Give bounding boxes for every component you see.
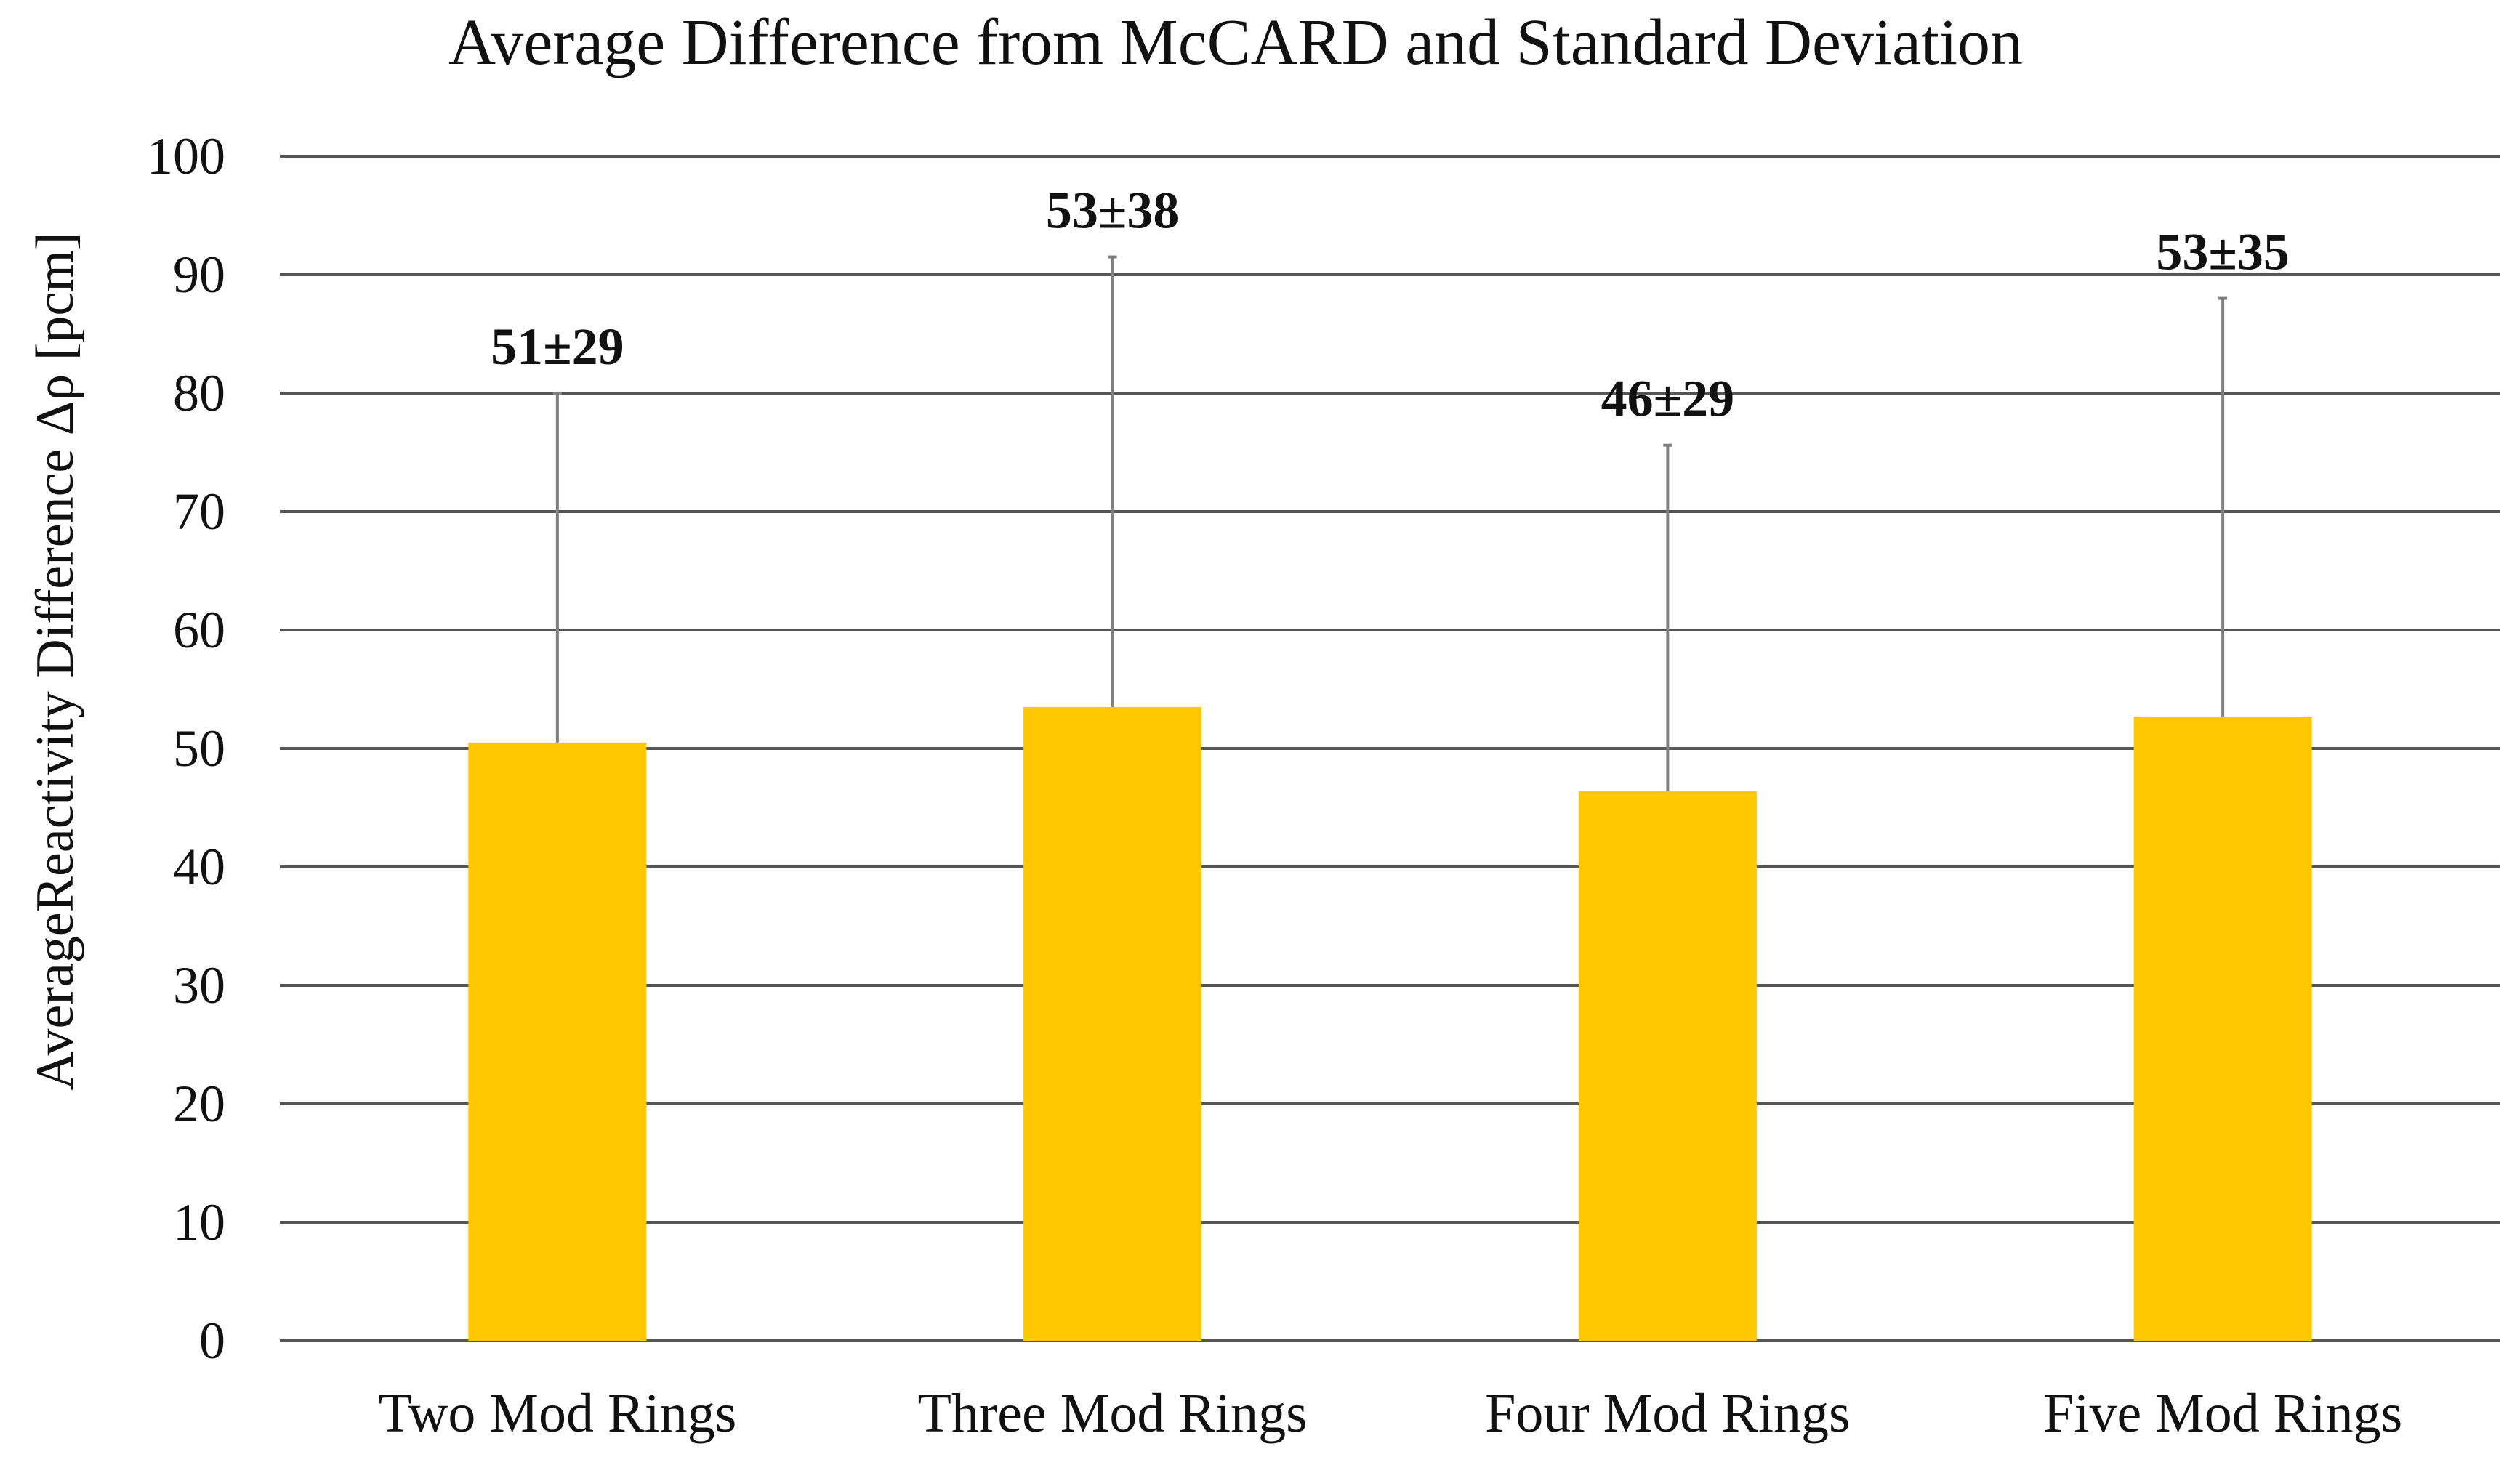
x-tick-labels: Two Mod Rings Three Mod Rings Four Mod Rin…: [378, 1383, 2402, 1444]
chart-title: Average Difference from McCARD and Stand…: [448, 7, 2023, 78]
x-tick-label: Two Mod Rings: [378, 1383, 736, 1444]
y-tick-labels: 0 10 20 30 40 50 60 70 80 90 100: [147, 127, 225, 1370]
x-tick-label: Four Mod Rings: [1485, 1383, 1851, 1444]
error-bars: [552, 255, 2228, 791]
data-label: 53±38: [1046, 182, 1180, 240]
x-tick-label: Three Mod Rings: [918, 1383, 1308, 1444]
y-tick-label: 20: [173, 1075, 225, 1133]
data-label: 53±35: [2156, 223, 2290, 281]
bar: [2133, 716, 2312, 1341]
y-tick-label: 70: [173, 483, 225, 541]
y-tick-label: 40: [173, 838, 225, 896]
y-tick-label: 30: [173, 956, 225, 1014]
data-labels: 51±29 53±38 46±29 53±35: [491, 182, 2290, 428]
y-tick-label: 90: [173, 246, 225, 304]
bar: [1578, 791, 1757, 1341]
x-tick-label: Five Mod Rings: [2043, 1383, 2402, 1444]
data-label: 51±29: [491, 318, 624, 376]
bar: [468, 742, 647, 1341]
y-tick-label: 100: [147, 127, 225, 185]
bars: [468, 706, 2312, 1341]
y-tick-label: 50: [173, 719, 225, 778]
y-tick-label: 10: [173, 1193, 225, 1251]
y-tick-label: 0: [199, 1312, 225, 1370]
data-label: 46±29: [1601, 370, 1735, 428]
y-axis-label: AverageReactivity Difference Δρ [pcm]: [25, 233, 85, 1091]
y-tick-label: 80: [173, 364, 225, 422]
bar: [1023, 706, 1202, 1341]
y-tick-label: 60: [173, 601, 225, 659]
gridlines: [280, 155, 2500, 1342]
